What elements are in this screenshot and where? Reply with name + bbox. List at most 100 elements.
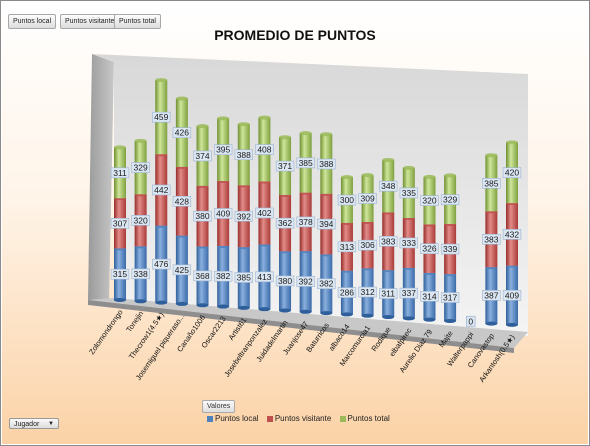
data-label-box	[213, 208, 233, 219]
data-label-visitante: 409	[213, 208, 233, 219]
bar-base	[423, 317, 436, 322]
data-label-total: 309	[358, 193, 377, 204]
data-label-box	[234, 210, 253, 222]
data-label-total: 335	[399, 187, 419, 199]
legend-swatch-visitante	[266, 415, 273, 422]
data-label-text: 382	[319, 279, 333, 289]
bar-total-top	[361, 173, 374, 178]
bar-total-top	[485, 153, 498, 158]
bar-total-top	[506, 140, 518, 145]
data-label-box	[482, 290, 501, 301]
data-label-local: 380	[275, 275, 295, 287]
data-label-local: 476	[152, 258, 171, 270]
data-label-box	[152, 258, 171, 270]
data-label-text: 395	[216, 145, 230, 155]
data-label-text: 385	[484, 178, 498, 188]
data-label-text: 402	[257, 208, 271, 218]
data-label-total: 426	[172, 127, 192, 138]
bar-base	[320, 311, 333, 316]
data-label-text: 476	[154, 259, 168, 269]
data-label-text: 320	[134, 215, 148, 225]
data-label-text: 307	[113, 218, 127, 228]
valores-button[interactable]: Valores	[202, 400, 236, 413]
data-label-box	[131, 268, 150, 280]
data-label-total: 329	[131, 162, 150, 173]
bar-base	[506, 322, 518, 327]
data-label-text: 337	[402, 288, 416, 298]
data-label-box	[152, 184, 171, 196]
data-label-local: 387	[482, 290, 501, 301]
bar-total-top	[382, 157, 395, 162]
jugador-dropdown-label: Jugador	[14, 421, 40, 428]
bar-total-top	[114, 145, 126, 150]
data-label-text: 309	[360, 194, 374, 204]
data-label-local: 311	[379, 288, 398, 299]
legend-swatch-total	[339, 415, 346, 422]
data-label-visitante: 380	[193, 210, 212, 222]
chart-floor	[88, 298, 528, 348]
data-label-box	[337, 287, 357, 298]
data-label-local: 413	[255, 271, 274, 283]
field-button-puntos-local[interactable]: Puntos local	[8, 14, 57, 29]
data-label-box	[502, 229, 522, 240]
data-label-text: 317	[443, 293, 457, 303]
data-label-text: 311	[381, 289, 395, 299]
data-label-total: 320	[420, 195, 439, 206]
data-label-total: 388	[317, 158, 336, 170]
jugador-dropdown[interactable]: Jugador ▼	[9, 418, 59, 429]
bar-base	[361, 313, 374, 318]
data-label-text: 385	[237, 273, 251, 283]
data-label-text: 392	[237, 211, 251, 221]
data-label-text: 388	[319, 159, 333, 169]
legend-item-visitante: Puntos visitante	[266, 414, 331, 423]
data-label-local: 382	[317, 278, 336, 290]
data-label-text: 392	[299, 276, 313, 286]
data-label-box	[275, 217, 295, 229]
data-label-box	[358, 286, 377, 298]
data-label-visitante: 432	[502, 229, 522, 240]
field-button-puntos-total[interactable]: Puntos total	[114, 14, 161, 29]
data-label-text: 0	[468, 316, 473, 326]
data-label-box	[337, 194, 357, 206]
legend-label-local: Puntos local	[215, 414, 259, 423]
data-label-local: 314	[420, 290, 439, 302]
bar-stack[interactable]	[506, 140, 518, 327]
data-label-local: 317	[440, 292, 460, 303]
data-label-text: 442	[154, 185, 168, 195]
data-label-text: 339	[443, 244, 457, 254]
data-label-box	[193, 150, 212, 162]
x-tick-label: Zolomondrongo	[87, 308, 125, 356]
data-label-total: 348	[379, 180, 398, 192]
data-label-visitante: 326	[420, 243, 439, 255]
data-label-box	[296, 276, 315, 287]
bar-stack[interactable]	[258, 115, 271, 312]
bar-base	[299, 309, 312, 314]
data-label-box	[110, 268, 130, 280]
data-label-box	[358, 193, 377, 204]
data-label-box	[296, 216, 315, 228]
data-label-box	[275, 160, 295, 172]
data-label-text: 394	[319, 219, 333, 229]
bar-base	[217, 304, 230, 309]
data-label-local: 382	[213, 270, 233, 282]
data-label-box	[420, 243, 439, 255]
data-label-box	[317, 158, 336, 170]
bar-total-top	[402, 165, 415, 170]
data-label-box	[482, 233, 501, 245]
data-label-box	[399, 237, 419, 249]
data-label-box	[110, 218, 130, 229]
data-label-total: 408	[255, 144, 274, 155]
bar-base	[402, 316, 415, 321]
bar-base	[175, 301, 188, 306]
data-label-total: 459	[152, 111, 171, 123]
data-label-total: 420	[502, 167, 522, 179]
data-label-text: 385	[299, 158, 313, 168]
legend-item-total: Puntos total	[339, 414, 390, 423]
bar-base	[279, 308, 292, 313]
data-label-box	[213, 270, 233, 282]
data-label-text: 387	[484, 290, 498, 300]
bar-base	[237, 305, 250, 310]
data-label-box	[110, 167, 130, 179]
